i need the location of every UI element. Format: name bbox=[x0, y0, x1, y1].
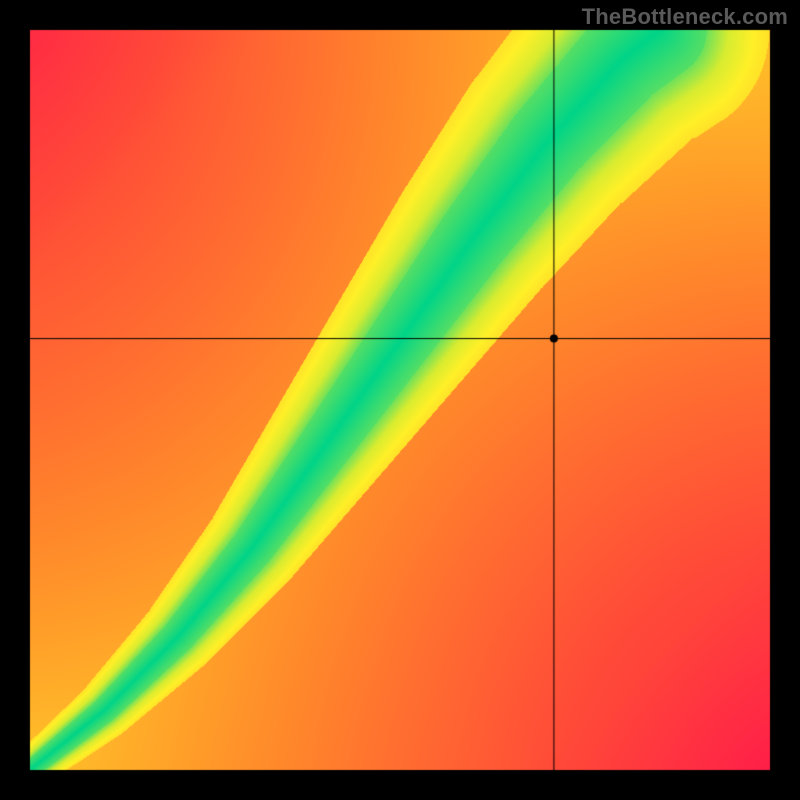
bottleneck-heatmap-canvas bbox=[0, 0, 800, 800]
watermark-text: TheBottleneck.com bbox=[582, 4, 788, 30]
chart-container: TheBottleneck.com bbox=[0, 0, 800, 800]
